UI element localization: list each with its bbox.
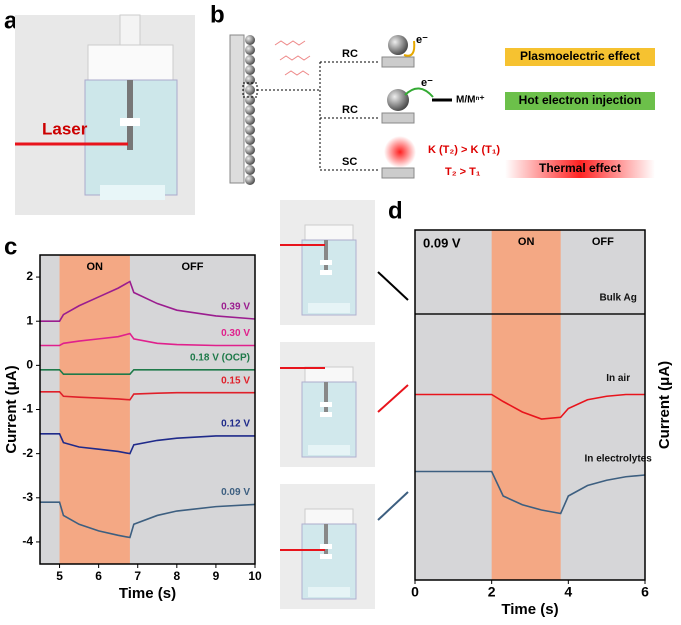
arrow <box>377 384 409 413</box>
effect-label: Plasmoelectric effect <box>520 49 640 63</box>
y-tick-label: -2 <box>22 446 33 460</box>
series-label: 0.18 V (OCP) <box>190 352 250 363</box>
support <box>381 56 415 68</box>
electrode <box>127 80 133 150</box>
series-line <box>415 393 645 420</box>
support <box>381 112 415 124</box>
particle <box>388 35 408 55</box>
effect-label: Thermal effect <box>539 161 621 175</box>
series-label: 0.12 V <box>221 419 250 430</box>
branches <box>257 61 378 171</box>
series-line <box>40 280 256 323</box>
arrow <box>377 491 409 521</box>
x-tick-label: 2 <box>488 584 496 600</box>
series-line <box>40 332 255 347</box>
x-tick-label: 7 <box>134 569 141 583</box>
effect-box <box>505 160 655 178</box>
light-waves <box>274 40 311 76</box>
diagram-label: T₂ > T₁ <box>445 166 481 178</box>
x-tick-label: 8 <box>173 569 180 583</box>
diagram-label: e⁻ <box>416 34 428 46</box>
support <box>381 167 415 179</box>
arrow <box>403 40 416 57</box>
off-label: OFF <box>181 261 203 273</box>
y-axis-label: Current (μA) <box>3 365 20 453</box>
series-line <box>40 391 255 401</box>
off-label: OFF <box>592 236 614 248</box>
series-line <box>40 368 255 375</box>
particle <box>387 89 409 111</box>
effect-label: Hot electron injection <box>519 93 642 107</box>
x-tick-label: 4 <box>564 584 572 600</box>
series-label: In electrolytes <box>585 454 653 465</box>
on-region <box>491 230 561 580</box>
y-tick-label: -3 <box>22 490 33 504</box>
substrate <box>229 34 245 184</box>
holder <box>119 14 141 46</box>
diagram-label: M/Mⁿ⁺ <box>456 95 485 106</box>
series-line <box>415 470 646 515</box>
series-line <box>40 501 256 539</box>
base <box>100 185 165 200</box>
effect-box <box>505 92 655 110</box>
panel-label: b <box>210 1 225 28</box>
panel-label: a <box>4 7 18 34</box>
series-label: 0.30 V <box>221 328 250 339</box>
x-axis-label: Time (s) <box>501 601 558 618</box>
cell-photo <box>279 199 376 326</box>
x-axis-label: Time (s) <box>119 585 176 602</box>
series-label: 0.09 V <box>221 487 250 498</box>
nanoparticles <box>245 35 255 185</box>
diagram-label: RC <box>342 104 358 116</box>
y-axis-label: Current (μA) <box>656 361 673 449</box>
panel-label: d <box>388 197 403 224</box>
cap <box>87 44 174 81</box>
series-label: 0.39 V <box>221 302 250 313</box>
diagram-label: e⁻ <box>421 77 433 89</box>
effect-box <box>505 48 655 66</box>
annotation: 0.09 V <box>423 235 461 250</box>
y-tick-label: 0 <box>26 358 33 372</box>
x-tick-label: 0 <box>411 584 419 600</box>
on-label: ON <box>86 261 103 273</box>
y-tick-label: -1 <box>22 402 33 416</box>
x-tick-label: 10 <box>248 569 262 583</box>
series-label: In air <box>606 373 630 384</box>
panel-label: c <box>4 233 17 260</box>
y-tick-label: -4 <box>22 534 33 548</box>
cell-photo <box>279 483 376 610</box>
x-tick-label: 5 <box>56 569 63 583</box>
diagram-label: K (T₂) > K (T₁) <box>428 144 500 156</box>
x-tick-label: 6 <box>641 584 649 600</box>
x-tick-label: 6 <box>95 569 102 583</box>
series-label: 0.15 V <box>221 375 250 386</box>
cell-photo <box>279 341 376 468</box>
x-tick-label: 9 <box>213 569 220 583</box>
series-label: Bulk Ag <box>599 293 636 304</box>
hot-particle <box>384 136 416 168</box>
diagram-label: RC <box>342 48 358 60</box>
arrow <box>377 271 409 301</box>
window <box>120 118 140 126</box>
arrow <box>404 87 434 98</box>
plot-frame <box>414 229 646 581</box>
on-label: ON <box>518 236 535 248</box>
on-region <box>59 255 130 564</box>
y-tick-label: 1 <box>26 313 33 327</box>
y-tick-label: 2 <box>26 269 33 283</box>
diagram-label: SC <box>342 156 357 168</box>
laser-label: Laser <box>42 119 88 138</box>
series-line <box>40 432 255 455</box>
